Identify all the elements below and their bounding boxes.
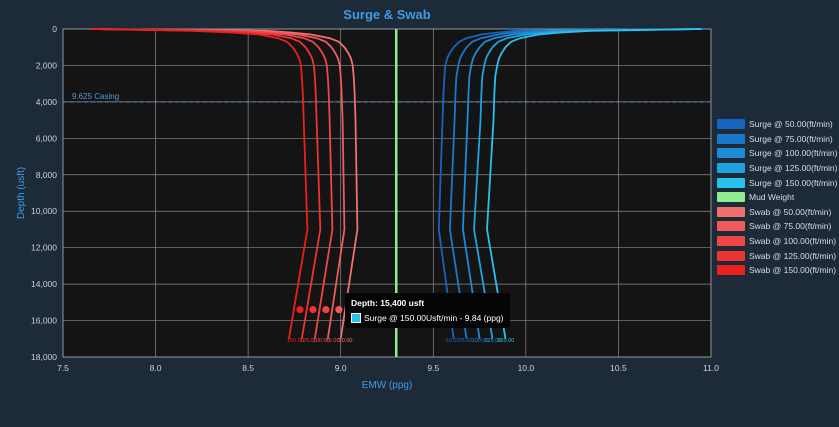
x-tick-label: 9.0 [335, 363, 347, 373]
swab-bottom-label: 100.00 [313, 338, 330, 344]
y-tick-label: 10,000 [31, 206, 57, 216]
casing-label: 9.625 Casing [72, 92, 119, 101]
x-tick-label: 10.5 [610, 363, 627, 373]
legend-item[interactable]: Surge @ 125.00(ft/min) [717, 161, 837, 176]
x-tick-label: 11.0 [703, 363, 719, 373]
legend-label: Surge @ 50.00(ft/min) [749, 119, 833, 130]
legend-swatch [717, 119, 745, 130]
legend-swatch [717, 236, 745, 247]
surge-bottom-label: 150.00 [497, 338, 514, 344]
legend-swatch [717, 192, 745, 203]
swab-series-line [90, 28, 322, 339]
legend-item[interactable]: Swab @ 100.00(ft/min) [717, 234, 837, 249]
legend-swatch [717, 265, 745, 276]
swab-series-line [90, 28, 334, 339]
legend-label: Mud Weight [749, 192, 795, 203]
swab-bottom-label: 75.00 [326, 338, 340, 344]
swab-bottom-label: 50.00 [339, 338, 353, 344]
surge-series-line [461, 28, 702, 339]
legend-swatch [717, 133, 745, 144]
legend-swatch [717, 163, 745, 174]
y-tick-label: 0 [52, 24, 57, 34]
legend-swatch [717, 148, 745, 159]
legend-item[interactable]: Surge @ 100.00(ft/min) [717, 146, 837, 161]
legend-swatch [717, 221, 745, 232]
swab-bottom-label: 150.00 [287, 338, 304, 344]
surge-bottom-label: 125.00 [485, 338, 502, 344]
surge-bottom-label: 50.00 [446, 338, 460, 344]
legend-label: Swab @ 100.00(ft/min) [749, 236, 837, 247]
swab-series-line [90, 28, 359, 339]
x-tick-label: 9.5 [427, 363, 439, 373]
legend-label: Swab @ 50.00(ft/min) [749, 206, 832, 217]
y-tick-label: 8,000 [36, 170, 58, 180]
x-axis-label: EMW (ppg) [362, 380, 413, 391]
y-axis-label: Depth (usft) [16, 167, 27, 219]
legend-item[interactable]: Mud Weight [717, 190, 837, 205]
swab-marker [296, 306, 304, 314]
y-tick-label: 12,000 [31, 243, 57, 253]
legend-item[interactable]: Surge @ 50.00(ft/min) [717, 117, 837, 132]
legend-item[interactable]: Swab @ 75.00(ft/min) [717, 219, 837, 234]
swab-bottom-label: 125.00 [300, 338, 317, 344]
legend-label: Surge @ 100.00(ft/min) [749, 148, 838, 159]
swab-series-line [90, 28, 346, 339]
y-tick-label: 18,000 [31, 352, 57, 362]
surge-series-line [448, 28, 702, 339]
legend-item[interactable]: Surge @ 150.00(ft/min) [717, 175, 837, 190]
swab-series-line [90, 28, 309, 339]
y-tick-label: 14,000 [31, 279, 57, 289]
surge-series-line [437, 28, 702, 339]
legend-swatch [717, 206, 745, 217]
swab-marker [309, 306, 317, 314]
legend-label: Surge @ 150.00(ft/min) [749, 177, 838, 188]
legend-label: Surge @ 75.00(ft/min) [749, 133, 833, 144]
legend-item[interactable]: Swab @ 125.00(ft/min) [717, 248, 837, 263]
surge-bottom-label: 100.00 [472, 338, 489, 344]
tooltip-swatch [351, 313, 361, 323]
legend-item[interactable]: Swab @ 150.00(ft/min) [717, 263, 837, 278]
chart-title: Surge & Swab [343, 7, 430, 22]
y-tick-label: 4,000 [36, 97, 58, 107]
plot-border [62, 28, 712, 358]
y-tick-label: 2,000 [36, 60, 58, 70]
x-tick-label: 8.5 [242, 363, 254, 373]
legend-swatch [717, 250, 745, 261]
tooltip-title: Depth: 15,400 usft [351, 298, 425, 308]
chart-tooltip: Depth: 15,400 usft Surge @ 150.00Usft/mi… [345, 293, 510, 328]
surge-bottom-label: 75.00 [459, 338, 473, 344]
x-tick-label: 10.0 [518, 363, 535, 373]
x-tick-label: 8.0 [150, 363, 162, 373]
surge-series-line [473, 28, 702, 339]
swab-marker [335, 306, 343, 314]
legend-label: Swab @ 125.00(ft/min) [749, 250, 837, 261]
legend-label: Swab @ 150.00(ft/min) [749, 265, 837, 276]
legend-label: Surge @ 125.00(ft/min) [749, 163, 838, 174]
surge-series-line [486, 28, 702, 339]
y-tick-label: 6,000 [36, 133, 58, 143]
y-tick-label: 16,000 [31, 316, 57, 326]
legend-label: Swab @ 75.00(ft/min) [749, 221, 832, 232]
x-tick-label: 7.5 [57, 363, 69, 373]
tooltip-text: Surge @ 150.00Usft/min - 9.84 (ppg) [364, 313, 504, 323]
chart-legend: Surge @ 50.00(ft/min) Surge @ 75.00(ft/mi… [717, 117, 837, 278]
legend-item[interactable]: Swab @ 50.00(ft/min) [717, 205, 837, 220]
swab-marker [322, 306, 330, 314]
legend-swatch [717, 177, 745, 188]
legend-item[interactable]: Surge @ 75.00(ft/min) [717, 132, 837, 147]
